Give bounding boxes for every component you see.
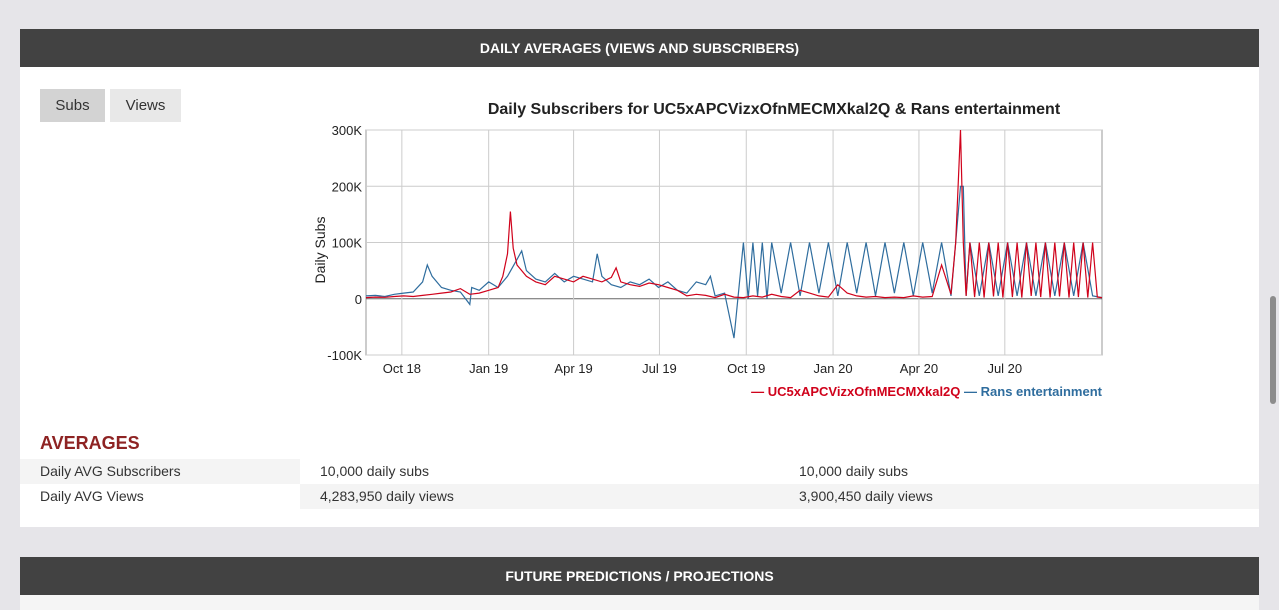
avg-row-value-1: 10,000 daily subs (300, 459, 1259, 484)
x-tick-label: Apr 19 (554, 361, 592, 376)
avg-row-subscribers: Daily AVG Subscribers 10,000 daily subs … (20, 459, 1259, 484)
chart-legend: — UC5xAPCVizxOfnMECMXkal2Q — Rans entert… (751, 384, 1103, 399)
future-predictions-header: FUTURE PREDICTIONS / PROJECTIONS (20, 557, 1259, 595)
y-tick-label: 200K (332, 179, 363, 194)
daily-averages-header: DAILY AVERAGES (VIEWS AND SUBSCRIBERS) (20, 29, 1259, 67)
avg-row-value-2: 3,900,450 daily views (799, 488, 933, 504)
x-tick-label: Jan 20 (814, 361, 853, 376)
y-tick-label: 100K (332, 236, 363, 251)
avg-row-value-1: 4,283,950 daily views (300, 484, 1259, 509)
subs-toggle-button[interactable]: Subs (40, 89, 105, 122)
y-axis-label: Daily Subs (312, 217, 328, 284)
avg-row-label: Daily AVG Subscribers (20, 459, 300, 484)
x-tick-label: Apr 20 (900, 361, 938, 376)
y-tick-label: -100K (327, 348, 362, 363)
chart-title: Daily Subscribers for UC5xAPCVizxOfnMECM… (488, 101, 1061, 118)
x-tick-label: Oct 18 (383, 361, 421, 376)
x-tick-label: Jul 20 (987, 361, 1022, 376)
daily-averages-panel: Subs Views Daily Subscribers for UC5xAPC… (20, 67, 1259, 527)
x-tick-label: Oct 19 (727, 361, 765, 376)
future-predictions-panel (20, 595, 1259, 610)
page-scrollbar[interactable] (1270, 296, 1276, 404)
series-line-1 (365, 129, 1103, 299)
avg-row-value-2: 10,000 daily subs (799, 463, 908, 479)
legend-entries: — UC5xAPCVizxOfnMECMXkal2Q — Rans entert… (751, 384, 1103, 399)
y-tick-label: 0 (355, 292, 362, 307)
avg-row-label: Daily AVG Views (20, 484, 300, 509)
x-tick-label: Jul 19 (642, 361, 677, 376)
y-tick-label: 300K (332, 123, 363, 138)
views-toggle-button[interactable]: Views (110, 89, 181, 122)
x-tick-label: Jan 19 (469, 361, 508, 376)
avg-row-views: Daily AVG Views 4,283,950 daily views 3,… (20, 484, 1259, 509)
legend-entry-1[interactable]: — UC5xAPCVizxOfnMECMXkal2Q (751, 384, 960, 399)
daily-subscribers-chart: Daily Subscribers for UC5xAPCVizxOfnMECM… (312, 101, 1103, 399)
averages-title: AVERAGES (40, 433, 140, 453)
legend-entry-2[interactable]: — Rans entertainment (960, 384, 1102, 399)
